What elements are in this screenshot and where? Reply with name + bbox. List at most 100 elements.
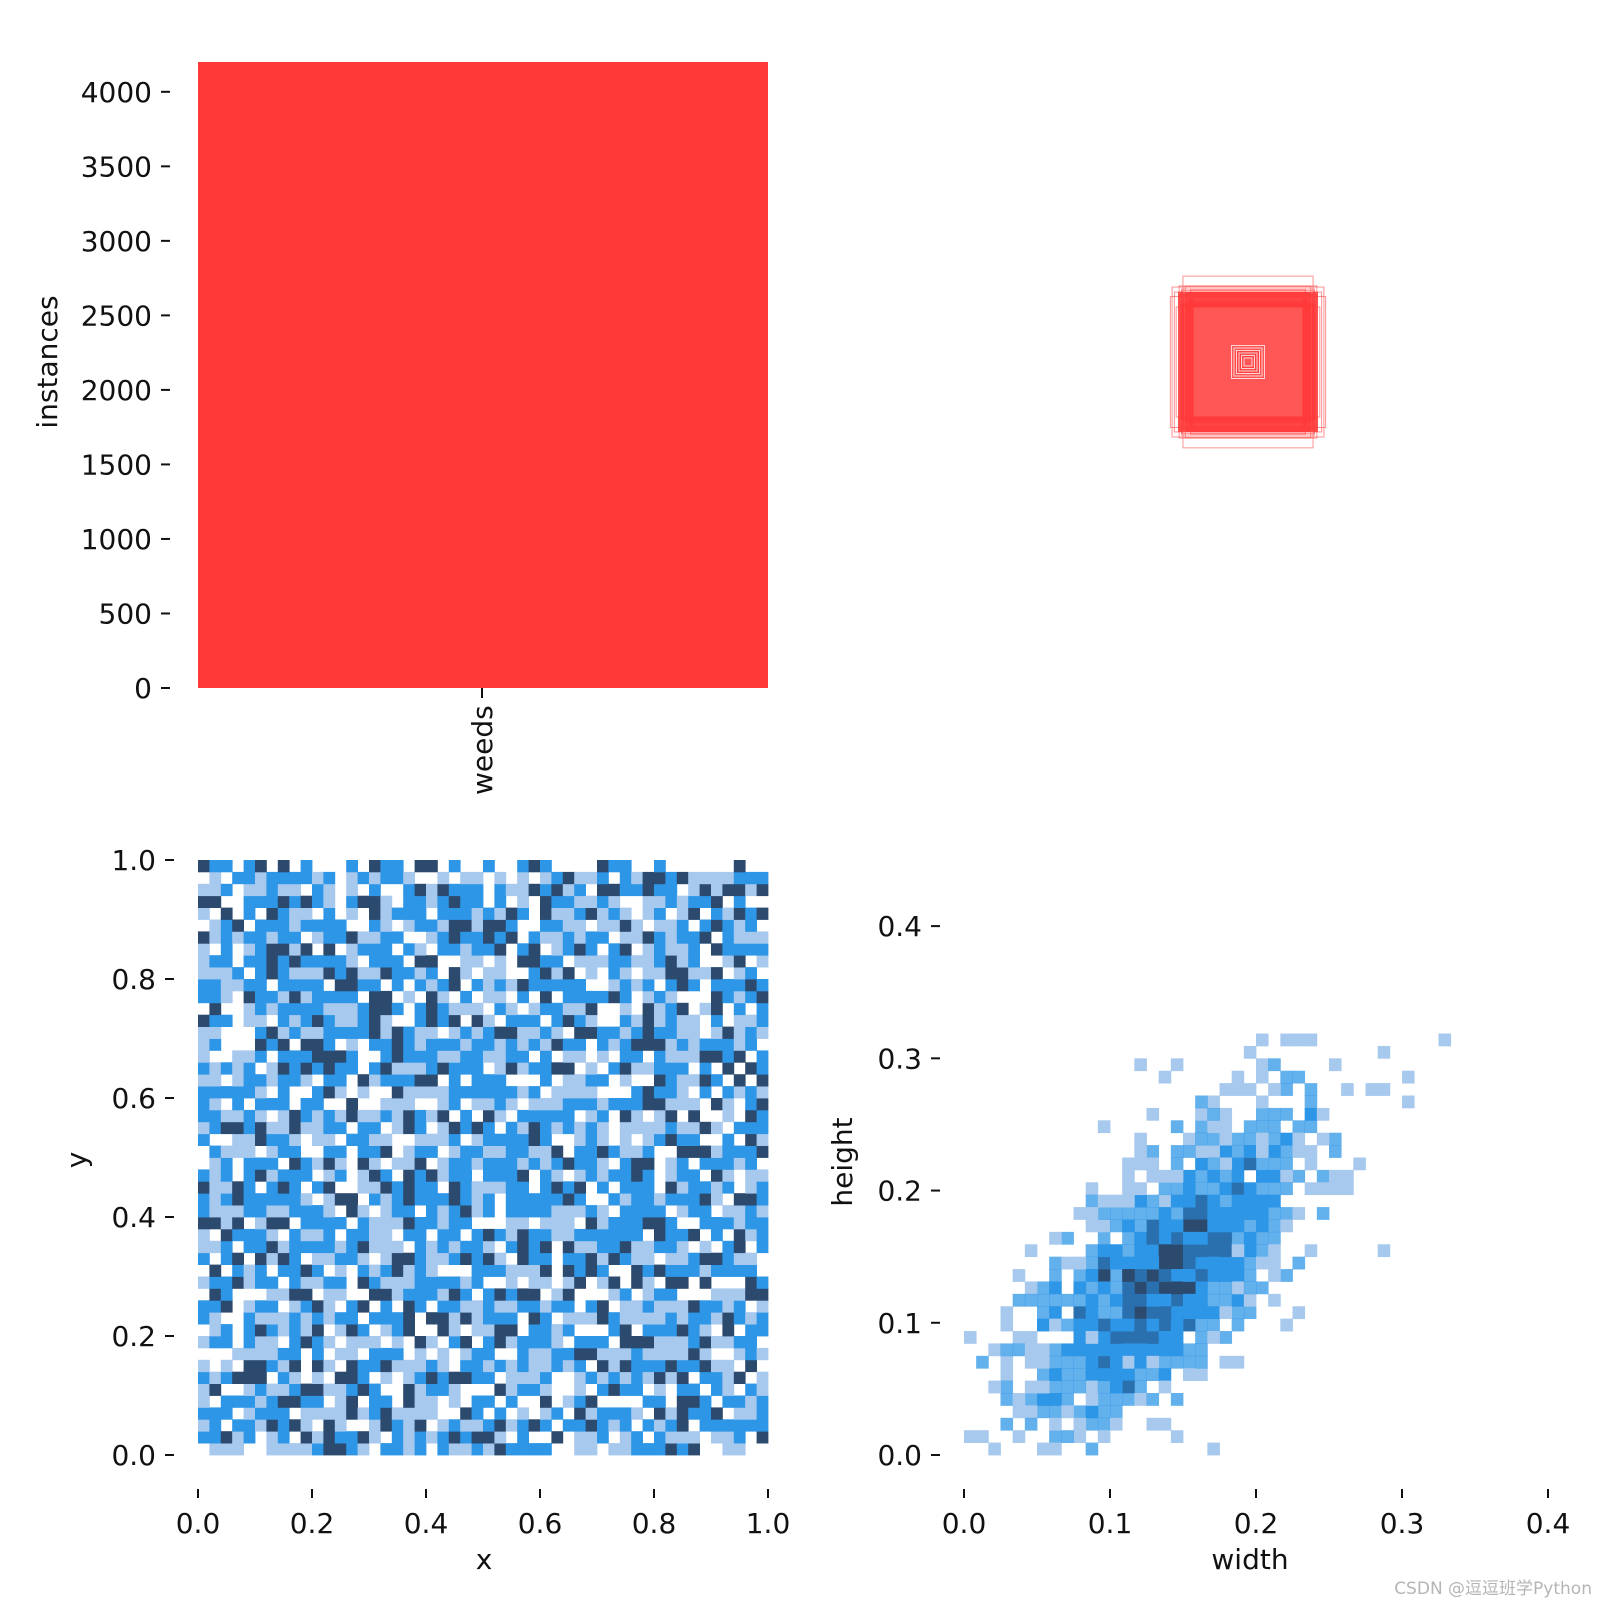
xy-heatmap-cell bbox=[312, 1217, 324, 1230]
p1-y-tick-label: 4000 bbox=[81, 76, 152, 109]
xy-heatmap-cell bbox=[323, 931, 336, 944]
xy-heatmap-cell bbox=[699, 1324, 712, 1337]
xy-heatmap-cell bbox=[722, 1145, 735, 1158]
xy-heatmap-cell bbox=[631, 1276, 643, 1289]
xy-heatmap-cell bbox=[688, 1336, 700, 1349]
xy-heatmap-cell bbox=[654, 990, 666, 1004]
xy-heatmap-cell bbox=[585, 1228, 598, 1242]
xy-heatmap-cell bbox=[517, 1026, 529, 1039]
p4-y-tick-label: 0.2 bbox=[877, 1175, 922, 1208]
xy-heatmap-cell bbox=[619, 1383, 632, 1396]
xy-heatmap-cell bbox=[255, 895, 267, 908]
xy-heatmap-cell bbox=[198, 1109, 210, 1123]
xy-heatmap-cell bbox=[289, 1383, 301, 1396]
xy-heatmap-cell bbox=[676, 1086, 689, 1099]
xy-heatmap-cell bbox=[312, 1121, 324, 1135]
xy-heatmap-cell bbox=[745, 1145, 757, 1158]
wh-heatmap-cell bbox=[1110, 1219, 1123, 1233]
p3-y-tick-label: 0.4 bbox=[111, 1201, 156, 1234]
xy-heatmap-cell bbox=[277, 1002, 290, 1016]
xy-heatmap-cell bbox=[540, 1347, 552, 1361]
xy-heatmap-cell bbox=[460, 1086, 472, 1099]
xy-heatmap-cell bbox=[243, 1407, 256, 1420]
xy-heatmap-cell bbox=[631, 1038, 643, 1051]
xy-heatmap-cell bbox=[357, 1407, 370, 1420]
xy-heatmap-cell bbox=[608, 1443, 621, 1456]
xy-heatmap-cell bbox=[619, 1145, 632, 1158]
wh-heatmap-cell bbox=[1219, 1331, 1233, 1344]
xy-heatmap-cell bbox=[562, 1050, 575, 1063]
xy-heatmap-cell bbox=[323, 990, 336, 1004]
wh-heatmap-cell bbox=[1158, 1256, 1172, 1270]
xy-heatmap-cell bbox=[585, 1371, 598, 1384]
xy-heatmap-cell bbox=[505, 1121, 518, 1135]
wh-heatmap-cell bbox=[1231, 1169, 1245, 1183]
xy-heatmap-cell bbox=[448, 1276, 461, 1289]
xy-heatmap-cell bbox=[483, 1371, 495, 1384]
wh-heatmap-cell bbox=[1097, 1269, 1111, 1282]
xy-heatmap-cell bbox=[448, 1038, 461, 1051]
xy-heatmap-cell bbox=[255, 1038, 267, 1051]
xy-heatmap-cell bbox=[380, 1050, 393, 1063]
wh-heatmap-cell bbox=[1280, 1107, 1293, 1121]
wh-heatmap-cell bbox=[1110, 1281, 1123, 1295]
xy-heatmap-cell bbox=[608, 1347, 621, 1361]
xy-heatmap-cell bbox=[688, 943, 700, 956]
xy-heatmap-cell bbox=[369, 1383, 381, 1396]
wh-heatmap-cell bbox=[1195, 1207, 1208, 1220]
xy-heatmap-cell bbox=[209, 1002, 222, 1016]
xy-heatmap-cell bbox=[289, 907, 301, 920]
xy-heatmap-cell bbox=[403, 1300, 415, 1313]
xy-heatmap-cell bbox=[540, 1109, 552, 1123]
xy-heatmap-cell bbox=[483, 1026, 495, 1039]
bounding-boxes-panel bbox=[1169, 275, 1327, 449]
wh-heatmap-cell bbox=[1195, 1157, 1208, 1171]
xy-heatmap-cell bbox=[733, 1431, 746, 1444]
xy-heatmap-cell bbox=[414, 1383, 427, 1396]
xy-heatmap-cell bbox=[585, 1169, 598, 1182]
xy-heatmap-cell bbox=[334, 1240, 347, 1254]
xy-heatmap-cell bbox=[391, 1276, 404, 1289]
xy-heatmap-cell bbox=[711, 990, 723, 1004]
xy-heatmap-cell bbox=[414, 1038, 427, 1051]
wh-heatmap-cell bbox=[1195, 1182, 1208, 1196]
xy-heatmap-cell bbox=[414, 895, 427, 908]
xy-heatmap-cell bbox=[391, 1240, 404, 1254]
p3-x-tick-label: 1.0 bbox=[746, 1507, 791, 1540]
xy-heatmap-cell bbox=[369, 1026, 381, 1039]
wh-heatmap-cell bbox=[1049, 1355, 1062, 1369]
xy-heatmap-cell bbox=[597, 907, 609, 920]
xy-heatmap-cell bbox=[414, 967, 427, 980]
wh-heatmap-cell bbox=[1256, 1033, 1269, 1047]
xy-heatmap-cell bbox=[448, 883, 461, 897]
xy-heatmap-cell bbox=[243, 1312, 256, 1325]
xy-heatmap-cell bbox=[414, 1228, 427, 1242]
xy-heatmap-cell bbox=[585, 871, 598, 885]
xy-heatmap-cell bbox=[494, 871, 507, 885]
xy-heatmap-cell bbox=[505, 1002, 518, 1016]
xy-heatmap-cell bbox=[688, 967, 700, 980]
wh-heatmap-cell bbox=[976, 1430, 989, 1444]
wh-heatmap-cell bbox=[1280, 1318, 1293, 1332]
xy-heatmap-cell bbox=[334, 1407, 347, 1420]
wh-heatmap-cell bbox=[1146, 1393, 1160, 1406]
wh-heatmap-cell bbox=[1146, 1194, 1160, 1208]
xy-heatmap-cell bbox=[437, 1050, 450, 1063]
xy-heatmap-cell bbox=[494, 931, 507, 944]
xy-heatmap-cell bbox=[745, 1205, 757, 1218]
xy-heatmap-cell bbox=[676, 1359, 689, 1373]
xy-heatmap-cell bbox=[551, 1324, 564, 1337]
xy-heatmap-cell bbox=[198, 955, 210, 968]
wh-heatmap-cell bbox=[1256, 1095, 1269, 1109]
xy-heatmap-cell bbox=[551, 979, 564, 992]
xy-heatmap-cell bbox=[540, 1121, 552, 1135]
xy-heatmap-cell bbox=[426, 1205, 438, 1218]
xy-heatmap-cell bbox=[391, 1205, 404, 1218]
wh-heatmap-cell bbox=[1158, 1380, 1172, 1394]
wh-heatmap-cell bbox=[1122, 1306, 1135, 1320]
xy-heatmap-cell bbox=[494, 1288, 507, 1301]
xy-heatmap-cell bbox=[255, 1300, 267, 1313]
xy-heatmap-cell bbox=[437, 943, 450, 956]
xy-heatmap-cell bbox=[551, 1193, 564, 1206]
wh-heatmap-cell bbox=[1158, 1417, 1172, 1431]
